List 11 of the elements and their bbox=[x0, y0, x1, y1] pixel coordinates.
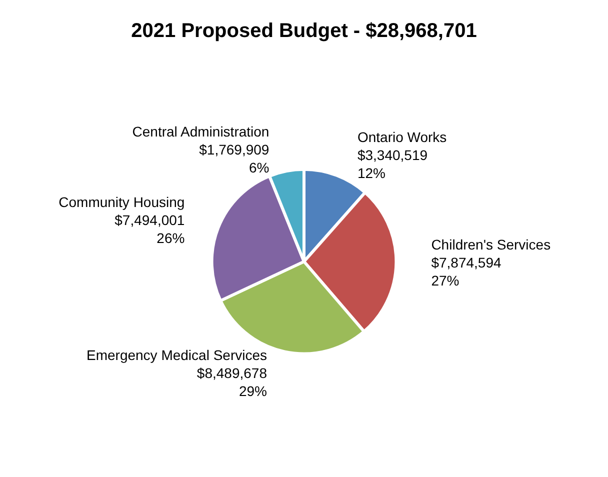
data-label: $8,489,678 29% bbox=[196, 365, 268, 400]
slice-label: Emergency Medical Services bbox=[86, 347, 268, 364]
chart-title: 2021 Proposed Budget - $28,968,701 bbox=[131, 20, 477, 42]
slice-label: Central Administration bbox=[132, 123, 270, 140]
data-label: $1,769,909 6% bbox=[199, 141, 270, 176]
data-label: $7,494,001 26% bbox=[114, 212, 185, 246]
data-label: $7,874,594 27% bbox=[431, 254, 502, 288]
slice-label: Ontario Works bbox=[357, 128, 447, 145]
slice-label: Community Housing bbox=[58, 194, 185, 210]
data-label: $3,340,519 12% bbox=[357, 146, 428, 181]
slice-label: Children's Services bbox=[431, 236, 551, 252]
